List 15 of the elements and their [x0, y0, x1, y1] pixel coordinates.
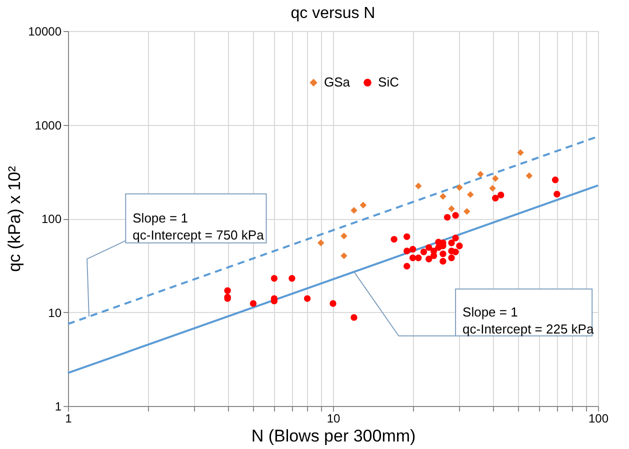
y-tick-label: 10000 [28, 24, 62, 38]
chart-title: qc versus N [290, 5, 376, 22]
y-tick-label: 1000 [34, 118, 62, 132]
y-tick-label: 100 [41, 212, 62, 226]
legend-label: SiC [378, 74, 399, 90]
x-tick-label: 10 [326, 412, 340, 426]
y-axis-title: qc (kPa) x 10² [5, 166, 24, 272]
x-tick-label: 1 [65, 412, 72, 426]
annotation: Slope = 1 qc-Intercept = 750 kPa [132, 210, 265, 242]
annotation: Slope = 1 qc-Intercept = 225 kPa [462, 304, 594, 336]
x-axis-title: N (Blows per 300mm) [251, 426, 416, 446]
y-tick-label: 10 [48, 306, 62, 320]
x-tick-label: 100 [588, 412, 609, 426]
y-tick-label: 1 [54, 400, 62, 414]
legend-label: GSa [324, 74, 351, 90]
